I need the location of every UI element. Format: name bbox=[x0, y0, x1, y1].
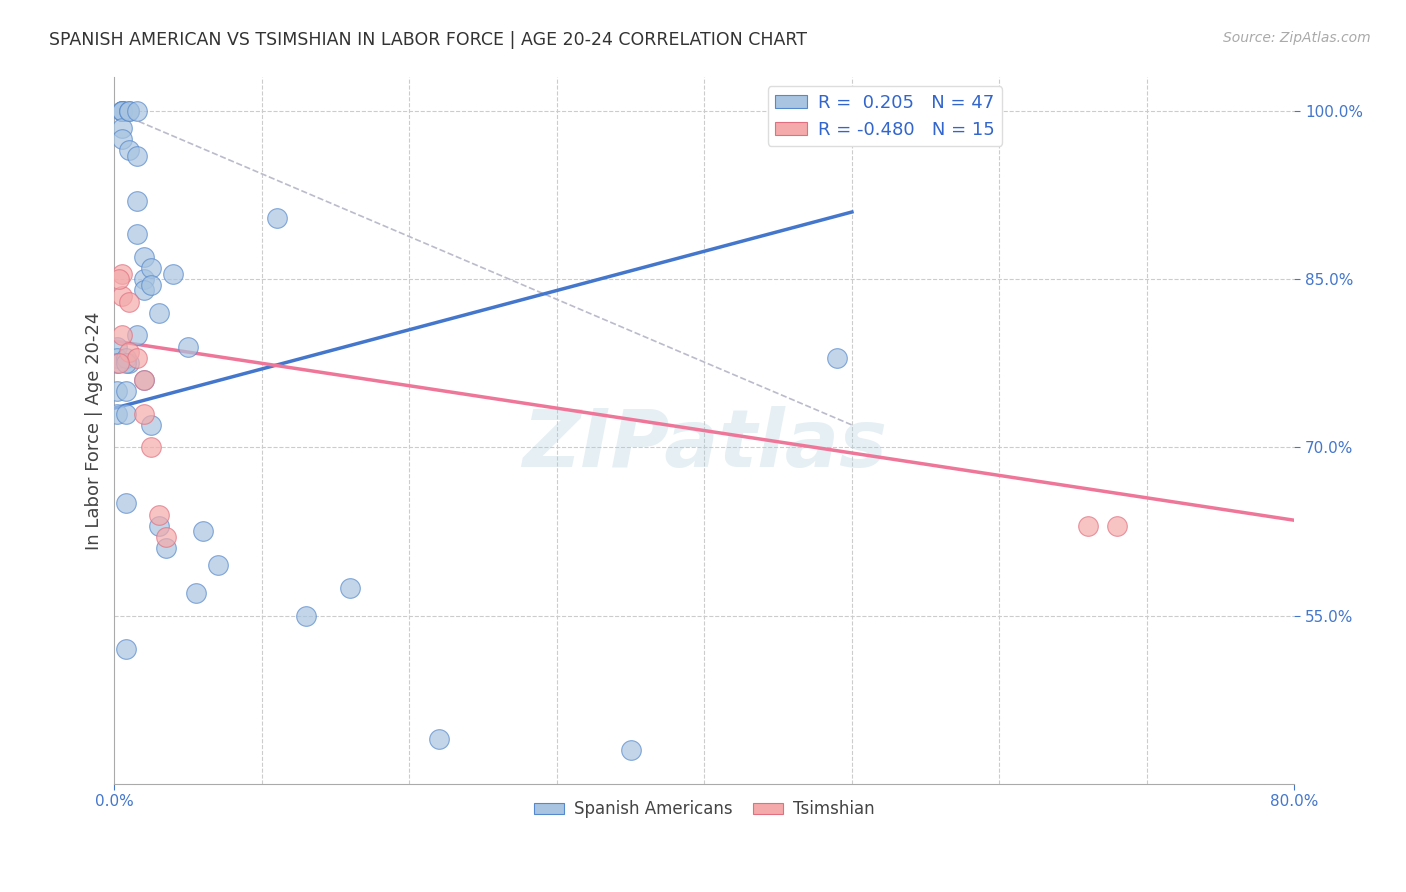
Point bbox=[266, 211, 288, 225]
Point bbox=[105, 351, 128, 365]
Point bbox=[115, 496, 138, 510]
Point bbox=[1077, 519, 1099, 533]
Point bbox=[162, 267, 184, 281]
Point bbox=[141, 277, 163, 292]
Text: Source: ZipAtlas.com: Source: ZipAtlas.com bbox=[1223, 31, 1371, 45]
Point bbox=[111, 104, 134, 119]
Point bbox=[108, 272, 131, 286]
Point bbox=[111, 267, 134, 281]
Point bbox=[118, 356, 141, 370]
Point bbox=[111, 104, 134, 119]
Point bbox=[105, 356, 128, 370]
Point bbox=[141, 441, 163, 455]
Point bbox=[125, 328, 148, 343]
Text: SPANISH AMERICAN VS TSIMSHIAN IN LABOR FORCE | AGE 20-24 CORRELATION CHART: SPANISH AMERICAN VS TSIMSHIAN IN LABOR F… bbox=[49, 31, 807, 49]
Point bbox=[115, 351, 138, 365]
Point bbox=[125, 149, 148, 163]
Y-axis label: In Labor Force | Age 20-24: In Labor Force | Age 20-24 bbox=[86, 311, 103, 549]
Point bbox=[825, 351, 848, 365]
Point bbox=[132, 272, 155, 286]
Point bbox=[132, 373, 155, 387]
Point bbox=[115, 642, 138, 657]
Point bbox=[118, 144, 141, 158]
Point bbox=[111, 328, 134, 343]
Point bbox=[207, 558, 229, 573]
Point bbox=[295, 608, 318, 623]
Point bbox=[115, 407, 138, 421]
Point bbox=[427, 731, 450, 746]
Point bbox=[118, 345, 141, 359]
Point bbox=[141, 260, 163, 275]
Point bbox=[118, 104, 141, 119]
Point bbox=[111, 120, 134, 135]
Point bbox=[148, 508, 170, 522]
Point bbox=[191, 524, 214, 539]
Point bbox=[125, 227, 148, 242]
Point bbox=[184, 586, 207, 600]
Point bbox=[1107, 519, 1129, 533]
Point bbox=[148, 306, 170, 320]
Point bbox=[115, 384, 138, 399]
Point bbox=[125, 194, 148, 208]
Point bbox=[105, 384, 128, 399]
Point bbox=[132, 284, 155, 298]
Legend: Spanish Americans, Tsimshian: Spanish Americans, Tsimshian bbox=[527, 794, 882, 825]
Point bbox=[111, 104, 134, 119]
Point bbox=[111, 289, 134, 303]
Point bbox=[125, 104, 148, 119]
Point bbox=[132, 373, 155, 387]
Point bbox=[108, 356, 131, 370]
Point bbox=[141, 417, 163, 432]
Point bbox=[105, 407, 128, 421]
Point bbox=[155, 530, 177, 544]
Point bbox=[339, 581, 361, 595]
Point bbox=[118, 294, 141, 309]
Point bbox=[118, 104, 141, 119]
Point bbox=[115, 356, 138, 370]
Point bbox=[105, 339, 128, 353]
Point bbox=[125, 351, 148, 365]
Point bbox=[177, 339, 200, 353]
Point bbox=[620, 743, 643, 757]
Point bbox=[148, 519, 170, 533]
Point bbox=[111, 132, 134, 146]
Point bbox=[132, 407, 155, 421]
Point bbox=[132, 250, 155, 264]
Text: ZIPatlas: ZIPatlas bbox=[522, 406, 887, 483]
Point bbox=[155, 541, 177, 556]
Point bbox=[111, 104, 134, 119]
